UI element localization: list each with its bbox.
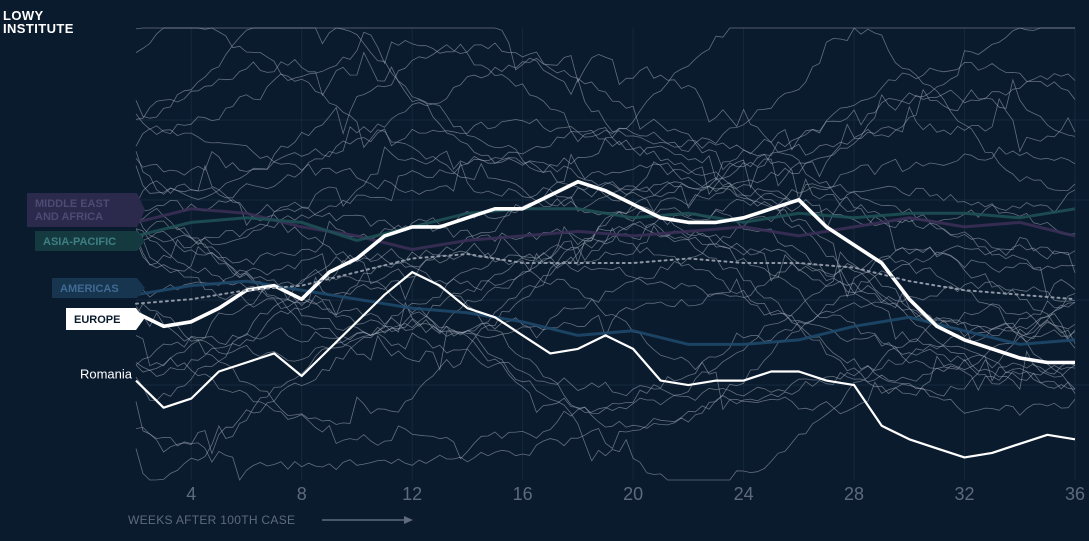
region-tag-europe: EUROPE [66,308,144,330]
country-line [135,51,1076,202]
region-tag-asia-pacific: ASIA-PACIFIC [35,231,145,251]
country-line [135,228,1076,339]
country-line [135,178,1076,300]
region-tag-americas: AMERICAS [52,278,145,298]
x-tick-label-4: 4 [186,484,196,504]
region-tag-shape [27,193,145,227]
country-line [135,31,1076,182]
country-line [135,27,1076,216]
series-line-europe [135,179,1075,365]
x-tick-label-28: 28 [844,484,864,504]
x-axis-title: WEEKS AFTER 100TH CASE [128,513,295,527]
region-series-line-5 [135,279,1076,346]
country-line [135,127,1076,256]
region-tag-shape [66,308,144,330]
grid-layer [136,28,1089,480]
country-line [135,97,1076,199]
country-line [135,153,1076,390]
x-tick-label-12: 12 [402,484,422,504]
median-dotted-line [135,252,1076,305]
logo-line-1: LOWY [3,8,44,23]
x-tick-label-20: 20 [623,484,643,504]
region-tag-label: MIDDLE EAST [35,198,110,210]
region-tag-label: AND AFRICA [35,211,103,223]
series-line-romania [135,271,1076,459]
x-axis: 4 8 12 16 20 24 28 32 36 WEEKS AFTER 100TH CASE [128,484,1085,527]
country-line [135,27,1075,200]
x-tick-label-16: 16 [513,484,533,504]
country-line [135,251,1076,414]
region-tag-shape [52,278,145,298]
country-line [135,281,1076,460]
x-tick-label-24: 24 [734,484,754,504]
country-line [135,227,1076,455]
x-axis-arrow-head [404,516,413,524]
region-tag-shape [35,231,145,251]
country-line [135,146,1076,242]
country-line [135,303,1076,481]
country-line [135,313,1076,401]
country-line [135,27,1076,191]
background-country-lines [135,27,1076,481]
country-line [135,223,1076,425]
country-line [135,146,1076,385]
region-tag-label: ASIA-PACIFIC [43,236,116,248]
country-line [135,250,1076,415]
region-tag-label: EUROPE [74,314,120,326]
x-tick-label-8: 8 [297,484,307,504]
country-line [135,27,1075,153]
region-tag-label: AMERICAS [60,283,119,295]
country-line [135,253,1076,429]
x-tick-label-32: 32 [955,484,975,504]
highlight-lines [135,179,1076,459]
series-label-romania: Romania [80,367,133,382]
region-series-line-3 [135,207,1076,252]
country-line [135,181,1076,371]
x-tick-label-36: 36 [1065,484,1085,504]
region-average-lines [135,207,1076,346]
lowy-institute-logo: LOWY INSTITUTE [3,9,74,35]
country-line [135,365,1076,481]
region-series-line-4 [135,207,1076,242]
country-line [135,53,1076,273]
logo-line-2: INSTITUTE [3,21,74,36]
country-line [135,235,1076,382]
